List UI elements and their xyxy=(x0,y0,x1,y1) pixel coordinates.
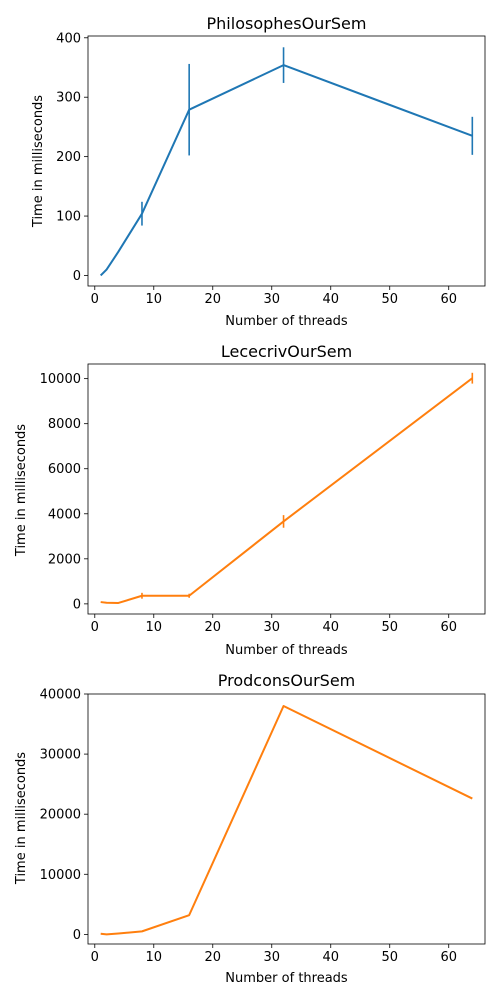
series-3 xyxy=(100,705,473,936)
x-tick-label: 30 xyxy=(263,292,280,307)
x-tick-label: 40 xyxy=(322,292,339,307)
x-tick-label: 0 xyxy=(91,620,99,635)
subplot-2: LececrivOurSem Number of threads Time in… xyxy=(14,342,486,658)
x-tick-label: 20 xyxy=(204,950,221,965)
subplot-3: ProdconsOurSem Number of threads Time in… xyxy=(14,671,486,986)
x-tick-label: 50 xyxy=(381,950,398,965)
y-tick-label: 0 xyxy=(73,597,81,612)
x-tick-label: 0 xyxy=(91,292,99,307)
x-tick-label: 10 xyxy=(145,620,162,635)
y-tick-label: 300 xyxy=(56,91,81,106)
y-tick-label: 100 xyxy=(56,210,81,225)
y-tick-label: 2000 xyxy=(48,552,81,567)
y-tick-label: 8000 xyxy=(48,417,81,432)
x-tick-label: 40 xyxy=(322,950,339,965)
x-tick-label: 50 xyxy=(381,292,398,307)
y-tick-label: 30000 xyxy=(40,748,81,763)
y-axis-label-3: Time in milliseconds xyxy=(14,752,29,885)
x-tick-label: 30 xyxy=(263,950,280,965)
x-tick-label: 10 xyxy=(145,950,162,965)
y-tick-label: 200 xyxy=(56,150,81,165)
x-tick-label: 60 xyxy=(440,950,457,965)
x-tick-label: 40 xyxy=(322,620,339,635)
series-line xyxy=(100,705,473,936)
y-tick-label: 0 xyxy=(73,269,81,284)
x-ticks-1: 0 10 20 30 40 50 60 xyxy=(91,286,457,307)
x-tick-label: 20 xyxy=(204,292,221,307)
plot-area-1 xyxy=(87,35,486,287)
x-tick-label: 60 xyxy=(440,620,457,635)
subplot-1: PhilosophesOurSem Number of threads Time… xyxy=(31,14,486,329)
chart-title-2: LececrivOurSem xyxy=(221,342,352,361)
y-ticks-1: 0 100 200 300 400 xyxy=(56,31,88,284)
x-tick-label: 20 xyxy=(204,620,221,635)
x-axis-label-2: Number of threads xyxy=(225,643,348,658)
y-tick-label: 10000 xyxy=(40,868,81,883)
x-tick-label: 50 xyxy=(381,620,398,635)
x-tick-label: 10 xyxy=(145,292,162,307)
y-tick-label: 6000 xyxy=(48,462,81,477)
series-1 xyxy=(99,47,474,277)
y-tick-label: 40000 xyxy=(40,688,81,703)
y-ticks-2: 0 2000 4000 6000 8000 10000 xyxy=(40,372,88,612)
x-ticks-3: 0 10 20 30 40 50 60 xyxy=(91,944,457,965)
x-axis-label-1: Number of threads xyxy=(225,314,348,329)
plot-area-2 xyxy=(87,363,486,615)
x-tick-label: 60 xyxy=(440,292,457,307)
y-ticks-3: 0 10000 20000 30000 40000 xyxy=(40,688,88,943)
y-tick-label: 20000 xyxy=(40,808,81,823)
plot-area-3 xyxy=(87,693,486,945)
x-axis-label-3: Number of threads xyxy=(225,971,348,986)
x-tick-label: 0 xyxy=(91,950,99,965)
y-tick-label: 10000 xyxy=(40,372,81,387)
chart-title-3: ProdconsOurSem xyxy=(218,671,356,690)
y-tick-label: 400 xyxy=(56,31,81,46)
y-tick-label: 4000 xyxy=(48,507,81,522)
y-tick-label: 0 xyxy=(73,928,81,943)
series-2 xyxy=(100,372,474,604)
chart-title-1: PhilosophesOurSem xyxy=(207,14,367,33)
x-tick-label: 30 xyxy=(263,620,280,635)
x-ticks-2: 0 10 20 30 40 50 60 xyxy=(91,614,457,635)
y-axis-label-1: Time in milliseconds xyxy=(31,95,46,228)
y-axis-label-2: Time in milliseconds xyxy=(14,424,29,557)
